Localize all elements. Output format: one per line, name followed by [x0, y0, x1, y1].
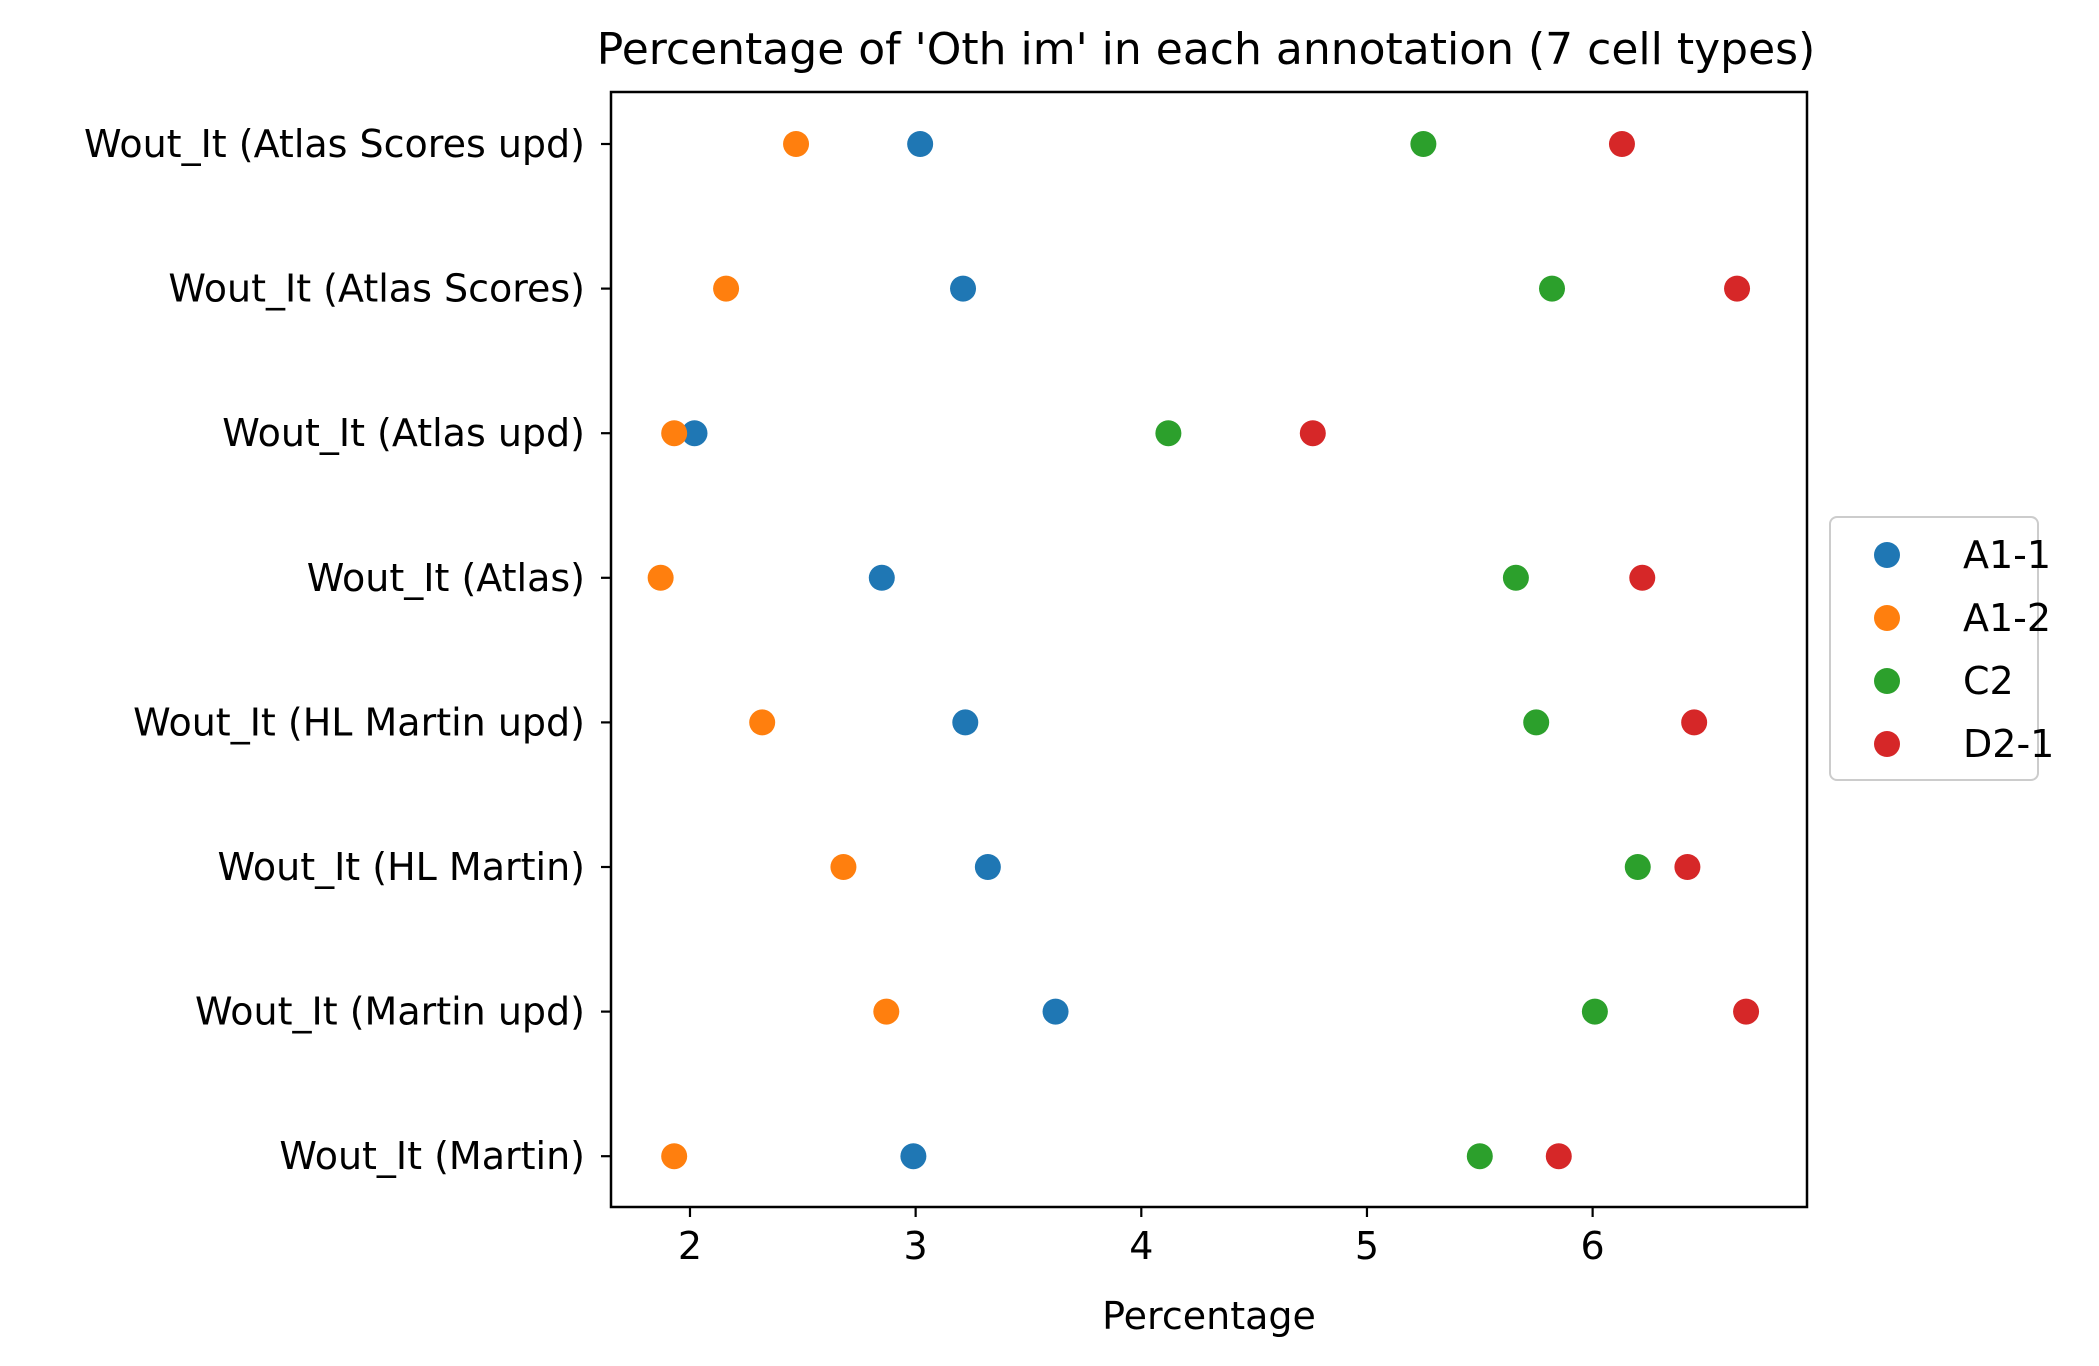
point-a1-1-5 — [974, 854, 1001, 880]
point-a1-1-1 — [950, 275, 977, 302]
point-c2-6 — [1581, 998, 1608, 1025]
data-points — [647, 131, 1760, 1170]
x-tick-label: 5 — [1355, 1224, 1379, 1268]
point-c2-0 — [1410, 131, 1437, 157]
point-c2-4 — [1523, 709, 1550, 736]
point-a1-2-5 — [830, 854, 857, 880]
point-a1-2-7 — [661, 1143, 688, 1170]
point-a1-1-7 — [900, 1143, 927, 1170]
x-axis-label: Percentage — [1102, 1294, 1316, 1338]
point-a1-1-6 — [1042, 998, 1069, 1025]
y-tick-label: Wout_It (Atlas Scores upd) — [84, 122, 585, 166]
legend-label: A1-2 — [1963, 596, 2051, 640]
legend-marker-d2-1 — [1874, 731, 1900, 757]
point-a1-1-4 — [952, 709, 979, 736]
x-tick-label: 3 — [904, 1224, 928, 1268]
point-a1-2-6 — [873, 998, 900, 1025]
point-a1-2-3 — [647, 564, 674, 591]
y-tick-label: Wout_It (Martin upd) — [195, 990, 585, 1034]
point-c2-1 — [1539, 275, 1566, 302]
point-a1-1-2 — [681, 420, 708, 447]
x-tick-label: 2 — [678, 1224, 702, 1268]
plot-frame — [609, 90, 1809, 1209]
x-axis: 2 3 4 5 6 — [678, 1207, 1605, 1268]
point-c2-7 — [1466, 1143, 1493, 1170]
x-tick-label: 6 — [1581, 1224, 1605, 1268]
legend-marker-a1-2 — [1874, 605, 1900, 631]
point-c2-2 — [1155, 420, 1182, 447]
point-a1-2-1 — [713, 275, 740, 302]
point-a1-2-2 — [661, 420, 688, 447]
chart-title: Percentage of 'Oth im' in each annotatio… — [597, 24, 1816, 75]
y-tick-label: Wout_It (Atlas upd) — [222, 411, 585, 455]
legend-label: D2-1 — [1963, 722, 2054, 766]
point-c2-5 — [1624, 854, 1651, 880]
x-tick-label: 4 — [1129, 1224, 1153, 1268]
legend-label: A1-1 — [1963, 533, 2051, 577]
y-axis: Wout_It (Atlas Scores upd) Wout_It (Atlas… — [84, 122, 611, 1178]
point-a1-1-3 — [868, 564, 895, 591]
y-tick-label: Wout_It (HL Martin) — [218, 845, 585, 889]
y-tick-label: Wout_It (Martin) — [279, 1134, 585, 1178]
point-d2-1-0 — [1608, 131, 1635, 157]
point-d2-1-3 — [1629, 564, 1656, 591]
y-tick-label: Wout_It (Atlas Scores) — [168, 267, 585, 311]
legend-frame — [1829, 516, 2039, 781]
y-tick-label: Wout_It (HL Martin upd) — [133, 700, 585, 744]
legend-label: C2 — [1963, 659, 2014, 703]
point-d2-1-7 — [1545, 1143, 1572, 1170]
point-d2-1-5 — [1674, 854, 1701, 880]
point-a1-1-0 — [907, 131, 934, 157]
legend: A1-1 A1-2 C2 D2-1 — [1829, 516, 2054, 781]
point-a1-2-0 — [783, 131, 810, 157]
point-d2-1-2 — [1299, 420, 1326, 447]
legend-marker-a1-1 — [1874, 542, 1900, 568]
point-d2-1-4 — [1681, 709, 1708, 736]
y-tick-label: Wout_It (Atlas) — [307, 556, 585, 600]
point-d2-1-6 — [1733, 998, 1760, 1025]
legend-marker-c2 — [1874, 668, 1900, 694]
point-a1-2-4 — [749, 709, 776, 736]
point-d2-1-1 — [1724, 275, 1751, 302]
point-c2-3 — [1502, 564, 1529, 591]
